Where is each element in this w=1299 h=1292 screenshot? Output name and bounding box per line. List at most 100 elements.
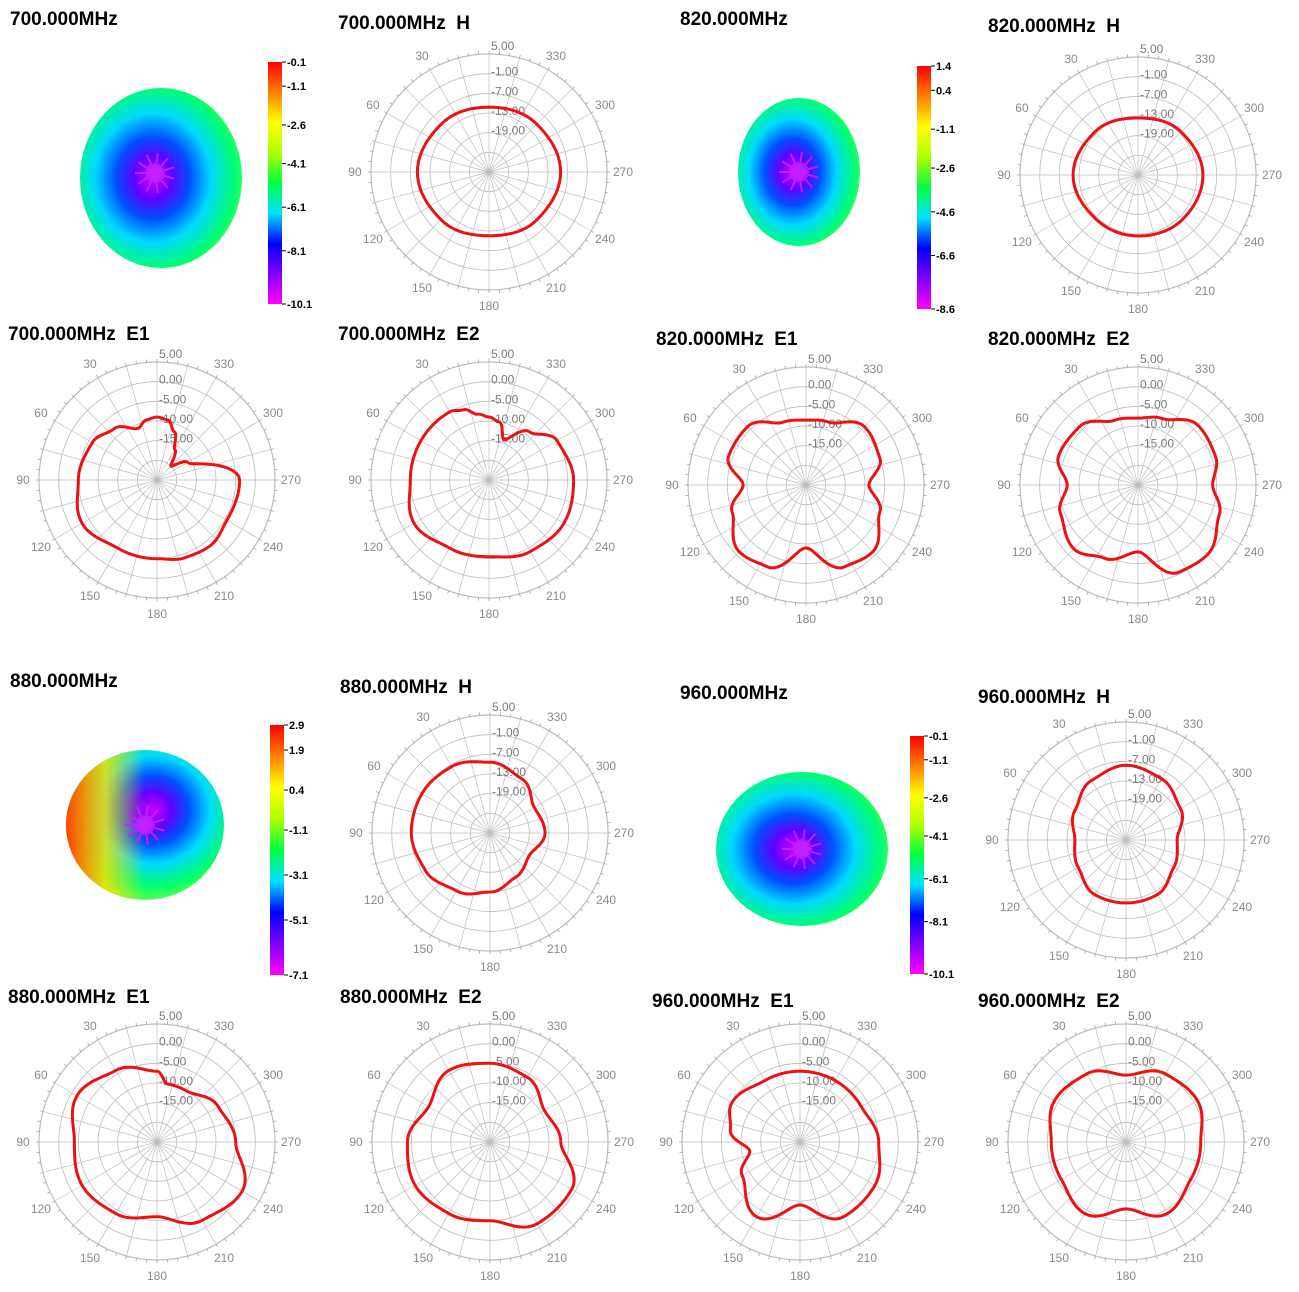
plot-title: 820.000MHz E2 [988,330,1130,349]
polar-grid-spoke [490,833,573,916]
polar-edge-tick [850,1032,851,1035]
polar-edge-tick [247,1218,249,1220]
null-spike [799,167,807,172]
polar-edge-tick [1228,899,1231,901]
polar-edge-tick [379,530,382,531]
angle-label: 30 [1052,1019,1066,1033]
polar-edge-tick [586,240,588,242]
radial-tick-label: -7.00 [1140,87,1168,101]
polar-edge-tick [1194,1239,1196,1241]
angle-label: 210 [1195,284,1215,298]
polar-edge-tick [438,279,439,282]
polar-edge-tick [586,103,588,105]
polar-edge-tick [1033,544,1036,546]
polar-edge-tick [1097,371,1098,374]
polar-grid-spoke [430,70,489,172]
polar-edge-tick [1052,258,1054,260]
colorbar-label: -8.1 [287,246,306,258]
angle-label: 60 [677,1068,691,1082]
polar-grid-spoke [1067,738,1126,840]
polar-grid-spoke [489,172,548,274]
polar-edge-tick [1185,942,1187,945]
polar-grid-spoke [1036,116,1138,175]
angle-label: 90 [16,473,30,487]
null-spike [145,170,155,173]
polar-edge-tick [1188,65,1189,68]
null-spike [802,849,821,855]
polar-edge-tick [1024,134,1027,135]
polar-edge-tick [396,556,398,558]
null-spike [128,825,145,836]
polar-edge-tick [1223,908,1225,910]
polar-edge-tick [1214,82,1216,84]
polar-edge-tick [1245,535,1248,536]
polar-edge-tick [548,67,550,70]
angle-label: 60 [1015,411,1029,425]
polar-edge-tick [64,556,66,558]
angle-label: 270 [613,165,633,179]
polar-edge-tick [746,587,748,590]
null-spike [145,825,158,840]
polar-grid-spoke [1055,175,1138,258]
angle-label: 270 [1262,478,1282,492]
polar-edge-tick [597,1192,600,1193]
angle-label: 30 [726,1019,740,1033]
polar-edge-tick [737,582,739,584]
radial-tick-label: 5.00 [159,1009,183,1023]
null-spike [137,807,145,825]
polar-edge-tick [591,112,594,114]
polar-edge-tick [572,394,574,396]
polar-edge-tick [597,1091,600,1092]
polar-edge-tick [896,561,898,563]
null-spike [148,165,155,173]
polar-edge-tick [380,883,383,884]
polar-edge-tick [759,1028,760,1031]
polar-edge-tick [71,563,73,565]
radial-tick-label: -1.00 [492,726,520,740]
angle-label: 180 [479,607,499,621]
colorbar-label: -8.1 [929,917,948,929]
polar-grid-spoke [1055,92,1138,175]
angle-label: 240 [1232,900,1252,914]
polar-grid-spoke [489,480,591,539]
polar-edge-tick [903,553,905,555]
polar-edge-tick [1052,89,1054,91]
null-spike [801,839,802,849]
polar-edge-tick [1185,1244,1187,1247]
polar-edge-tick [216,375,218,378]
polar-edge-tick [1221,568,1223,570]
polar-edge-tick [897,1073,899,1075]
polar-edge-tick [52,1201,55,1203]
radial-tick-label: 5.00 [491,39,515,53]
polar-grid-spoke [490,1142,573,1225]
polar-edge-tick [1097,286,1098,289]
polar-edge-tick [1012,799,1015,800]
polar-edge-tick [390,240,392,242]
polar-edge-tick [1185,735,1187,738]
polar-edge-tick [106,1032,107,1035]
null-spike [144,825,145,835]
angle-label: 240 [263,1202,283,1216]
polar-edge-tick [439,1032,440,1035]
angle-label: 60 [683,411,697,425]
polar-edge-tick [403,86,405,88]
polar-grid-spoke [388,1083,490,1142]
polar-edge-tick [43,1182,46,1183]
polar-edge-tick [720,399,722,401]
polar-edge-tick [233,1049,235,1051]
angle-label: 120 [674,1202,694,1216]
null-spike [128,814,145,825]
colorbar-label: 2.9 [289,720,304,732]
polar-grid-spoke [1138,426,1240,485]
angle-label: 60 [367,1068,381,1082]
polar-edge-tick [755,592,756,595]
angle-label: 120 [364,893,384,907]
polar-edge-tick [379,121,382,122]
polar-edge-tick [391,1210,393,1212]
polar-edge-tick [1237,799,1240,800]
polar-edge-tick [529,283,530,286]
polar-edge-tick [268,1182,271,1183]
